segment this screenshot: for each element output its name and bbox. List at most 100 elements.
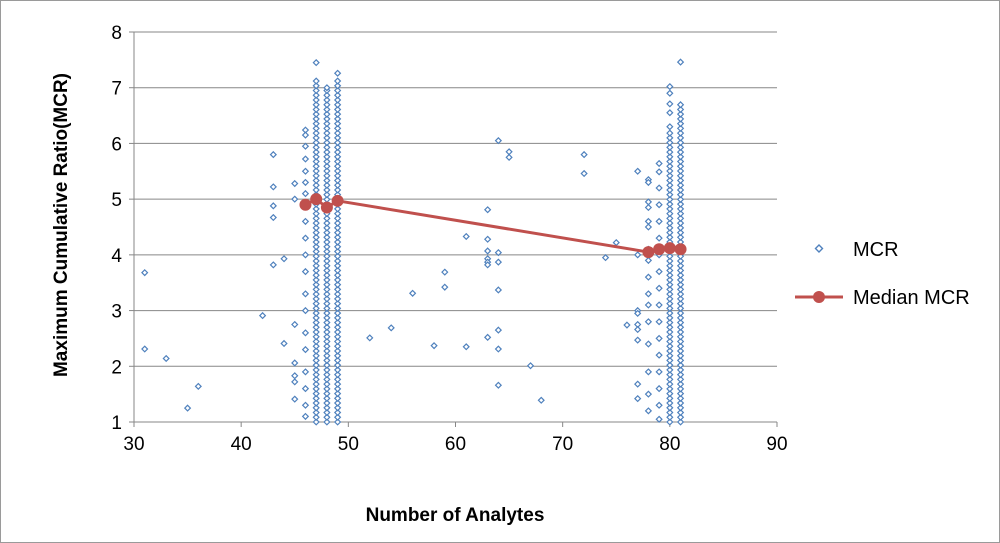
mcr-point — [333, 82, 342, 90]
mcr-point — [666, 134, 674, 142]
mcr-point — [333, 209, 342, 218]
mcr-point — [323, 380, 331, 388]
mcr-point — [666, 123, 674, 131]
mcr-point — [333, 290, 342, 298]
legend-label-median: Median MCR — [853, 287, 970, 309]
mcr-point — [301, 217, 310, 226]
mcr-point — [655, 368, 663, 376]
mcr-point — [312, 262, 320, 270]
mcr-point — [301, 155, 310, 163]
mcr-point — [666, 309, 674, 317]
mcr-point — [655, 401, 663, 409]
mcr-point — [676, 101, 685, 109]
mcr-point — [312, 82, 320, 90]
mcr-point — [676, 224, 685, 232]
mcr-point — [666, 129, 674, 137]
mcr-point — [666, 138, 674, 147]
mcr-point — [323, 257, 331, 265]
mcr-point — [333, 314, 342, 322]
mcr-point — [333, 233, 342, 241]
mcr-point — [323, 333, 331, 341]
mcr-point — [301, 267, 310, 276]
mcr-point — [666, 205, 674, 213]
mcr-point — [312, 408, 320, 417]
mcr-point — [333, 380, 342, 388]
mcr-point — [333, 394, 342, 402]
mcr-point — [312, 110, 320, 118]
mcr-point — [666, 224, 674, 232]
median-mcr-point — [331, 194, 344, 207]
mcr-point — [333, 404, 342, 412]
mcr-point — [333, 148, 342, 156]
mcr-point — [312, 124, 320, 133]
mcr-point — [141, 269, 149, 277]
legend-marker-mcr — [814, 244, 824, 253]
mcr-point — [644, 318, 653, 326]
mcr-point — [666, 271, 674, 279]
mcr-point — [333, 186, 342, 194]
mcr-point — [676, 304, 685, 312]
mcr-point — [312, 356, 320, 365]
mcr-point — [655, 284, 663, 292]
mcr-point — [666, 200, 674, 208]
mcr-point — [676, 314, 685, 322]
mcr-point — [312, 352, 320, 360]
mcr-point — [323, 309, 331, 317]
mcr-point — [312, 276, 320, 284]
mcr-point — [333, 120, 342, 128]
x-tick-label: 50 — [338, 434, 359, 455]
mcr-point — [655, 234, 663, 242]
mcr-point — [676, 124, 685, 133]
y-tick-label: 1 — [111, 413, 122, 434]
mcr-point — [666, 347, 674, 355]
mcr-point — [312, 299, 320, 308]
x-tick-label: 60 — [445, 434, 466, 455]
mcr-point — [312, 304, 320, 312]
mcr-point — [676, 366, 685, 374]
mcr-point — [280, 339, 288, 348]
mcr-point — [312, 214, 320, 223]
mcr-point — [323, 304, 331, 312]
mcr-point — [323, 276, 331, 284]
mcr-point — [676, 309, 685, 317]
mcr-point — [580, 150, 588, 159]
mcr-point — [666, 370, 674, 379]
mcr-point — [644, 340, 653, 348]
mcr-point — [312, 205, 320, 213]
mcr-point — [323, 370, 331, 379]
mcr-point — [666, 290, 674, 298]
mcr-point — [676, 347, 685, 355]
mcr-point — [301, 290, 310, 298]
mcr-point — [676, 385, 685, 393]
mcr-point — [312, 101, 320, 109]
mcr-point — [666, 323, 674, 331]
mcr-point — [323, 134, 331, 142]
mcr-point — [301, 401, 310, 409]
mcr-point — [333, 224, 342, 232]
x-tick-label: 80 — [659, 434, 680, 455]
mcr-point — [333, 134, 342, 142]
mcr-point — [301, 142, 310, 150]
mcr-point — [644, 203, 653, 212]
mcr-point — [333, 243, 342, 251]
mcr-point — [312, 153, 320, 161]
mcr-point — [333, 143, 342, 151]
mcr-point — [323, 299, 331, 308]
mcr-point — [666, 186, 674, 194]
mcr-point — [430, 342, 438, 350]
mcr-point — [666, 257, 674, 265]
mcr-point — [312, 134, 320, 142]
mcr-point — [333, 333, 342, 341]
mcr-point — [301, 345, 310, 354]
x-tick-label: 40 — [231, 434, 252, 455]
mcr-point — [676, 172, 685, 180]
mcr-point — [333, 129, 342, 137]
mcr-point — [333, 247, 342, 256]
mcr-point — [676, 271, 685, 279]
mcr-point — [666, 157, 674, 166]
mcr-point — [333, 304, 342, 312]
mcr-point — [301, 178, 310, 187]
mcr-point — [323, 105, 331, 114]
mcr-point — [301, 234, 310, 242]
